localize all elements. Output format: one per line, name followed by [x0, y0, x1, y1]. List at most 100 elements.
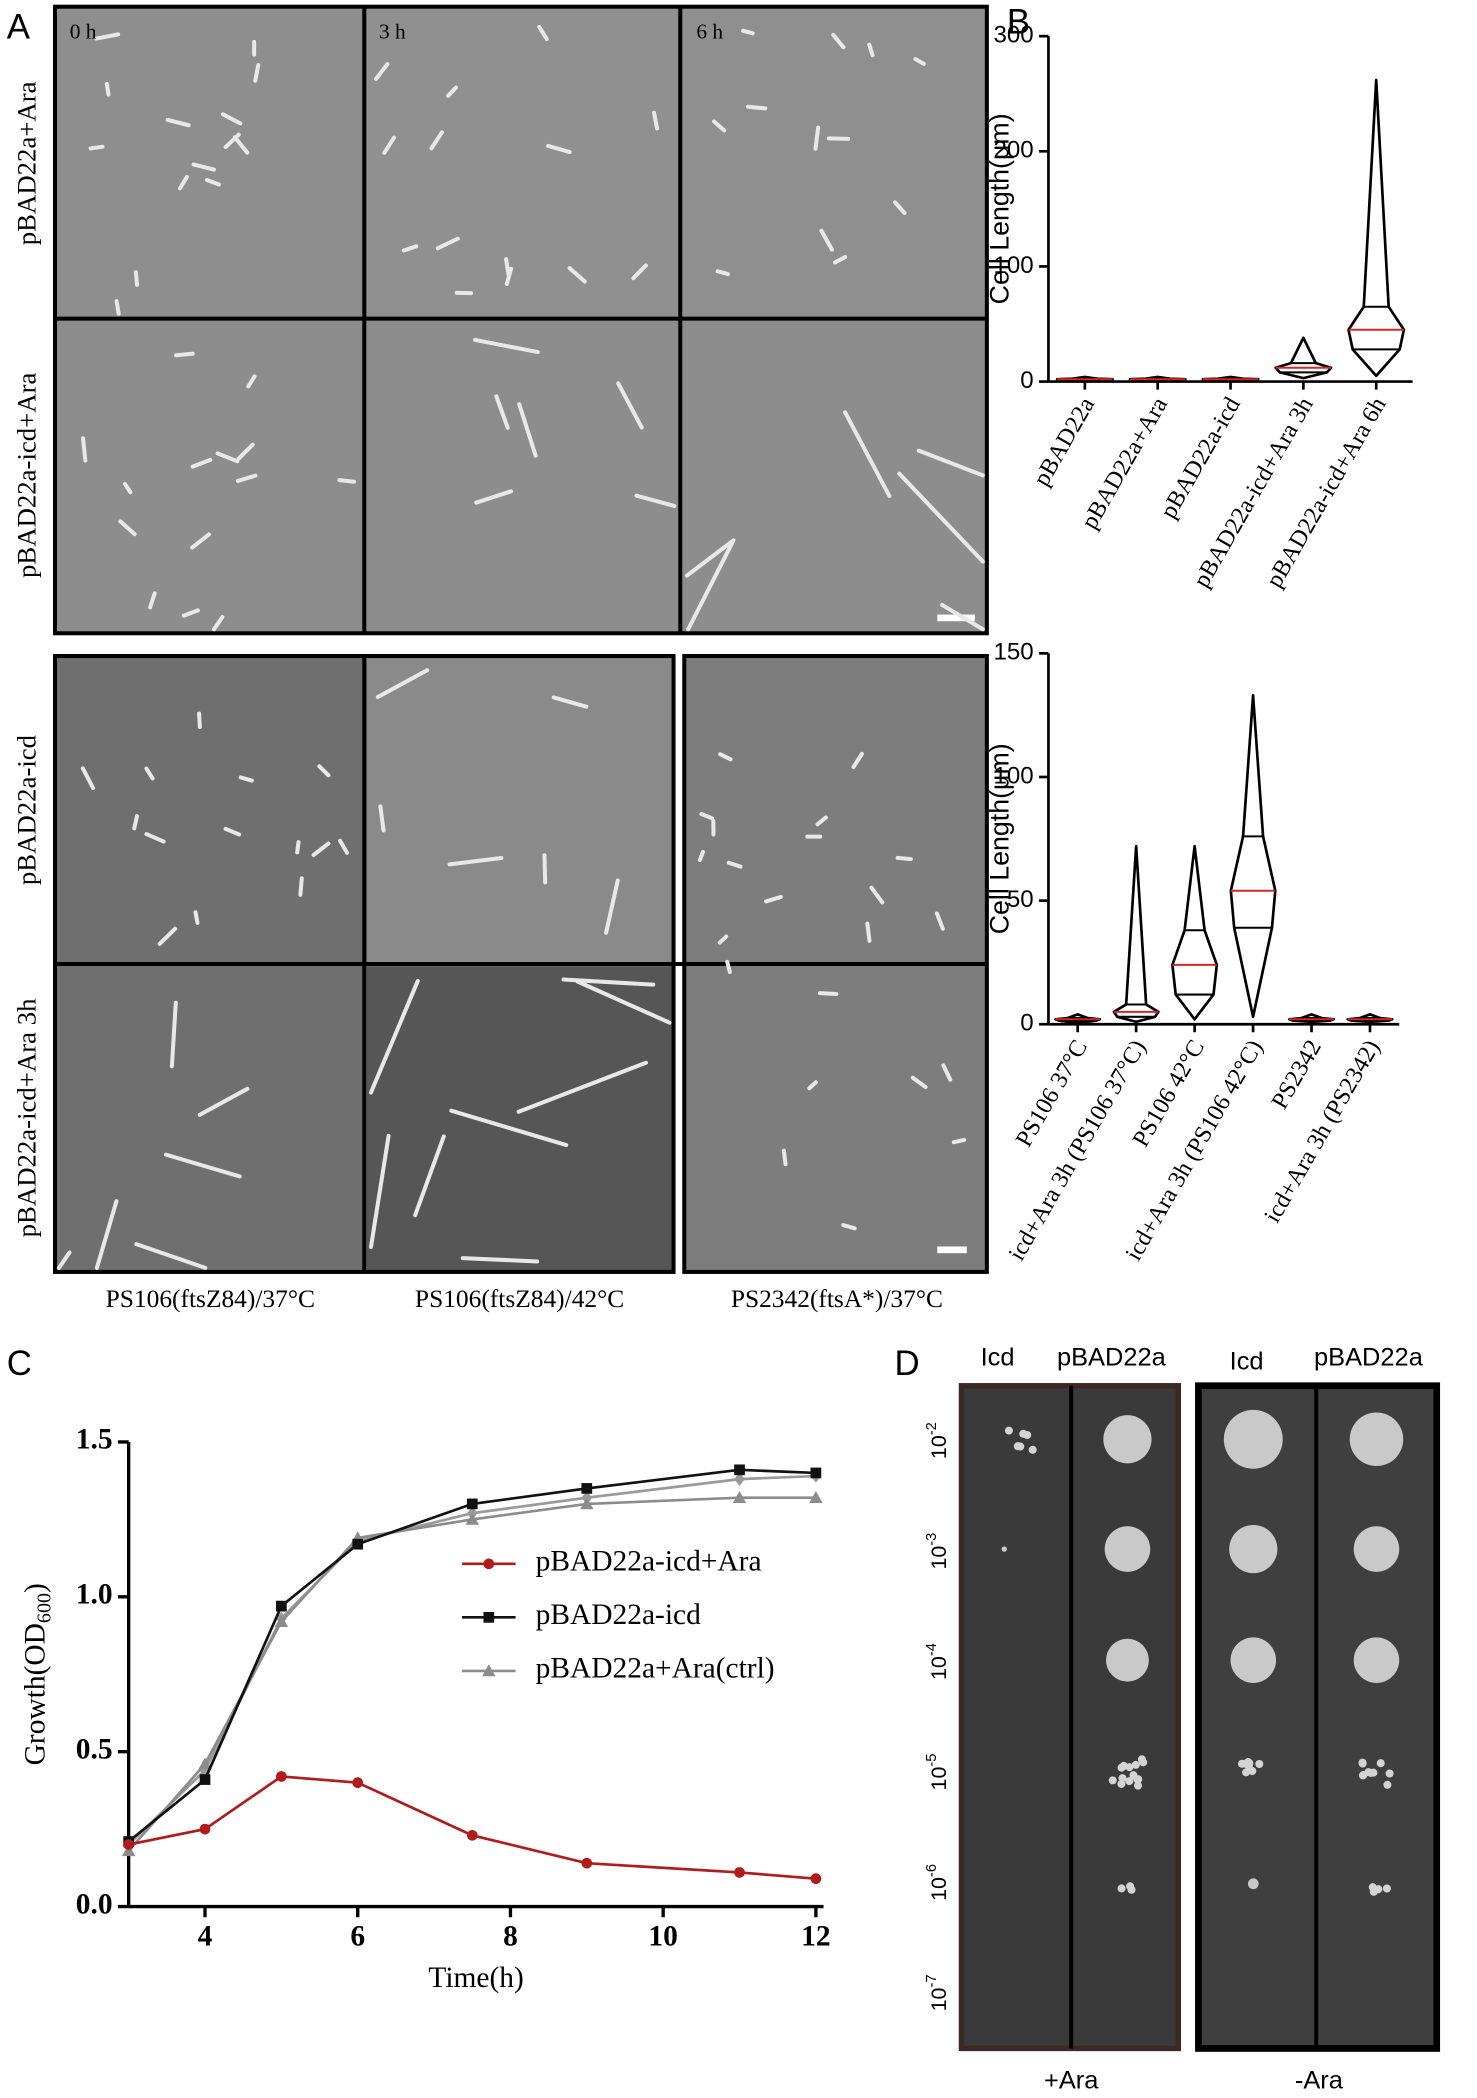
micrograph: [366, 6, 681, 319]
cell: [869, 885, 885, 905]
colony: [1230, 1637, 1277, 1683]
cell: [311, 841, 331, 858]
marker: [732, 1491, 747, 1504]
marker: [482, 1664, 496, 1677]
colony: [1125, 1763, 1134, 1772]
violin: [1229, 694, 1277, 1019]
cell: [190, 457, 213, 469]
cell: [725, 959, 732, 974]
cell: [446, 85, 459, 98]
dilution-exponent: -2: [924, 1422, 940, 1435]
colonies: [1001, 1409, 1404, 1896]
strain-label: PS106(ftsZ84)/37°C: [106, 1284, 315, 1313]
colony: [1118, 1774, 1127, 1783]
plate-label: -Ara: [1295, 2067, 1344, 2095]
cell: [238, 775, 254, 783]
dilution-base: 10: [927, 1767, 951, 1791]
cell: [449, 1108, 569, 1148]
cell: [684, 539, 734, 578]
legend-label: pBAD22a+Ara(ctrl): [536, 1653, 775, 1685]
cell: [718, 752, 733, 762]
cell: [934, 911, 945, 931]
cell: [435, 236, 460, 251]
cell: [295, 840, 301, 855]
cell: [144, 832, 166, 844]
marker: [483, 1611, 495, 1623]
panel-label: A: [7, 8, 31, 47]
cell: [913, 57, 926, 66]
cell: [253, 63, 261, 83]
colony: [1131, 1760, 1140, 1769]
cell: [174, 351, 195, 358]
y-axis-label: Cell Length(μm): [985, 113, 1015, 304]
colony: [1004, 1426, 1013, 1435]
colony: [1125, 1777, 1134, 1786]
micrograph: [682, 6, 987, 319]
legend-label: pBAD22a-icd: [536, 1599, 701, 1631]
cell: [715, 269, 730, 277]
dilution-base: 10: [927, 1987, 951, 2011]
cell: [232, 135, 250, 155]
cell: [575, 979, 672, 1025]
cell: [745, 104, 768, 111]
x-tick-label: PS2342: [1267, 1036, 1327, 1114]
cell: [122, 481, 133, 495]
cell: [895, 855, 913, 862]
marker: [581, 1483, 593, 1494]
y-label-subscript: 600: [33, 1593, 55, 1623]
cell: [94, 32, 121, 41]
cell: [833, 254, 848, 265]
dilution-label: 10-6: [924, 1864, 951, 1901]
cell: [375, 668, 430, 700]
cell: [368, 1133, 391, 1249]
cell: [378, 804, 386, 833]
marker: [199, 1774, 211, 1785]
series-line: [127, 1468, 816, 1843]
micrograph: [366, 966, 674, 1272]
cell: [764, 894, 783, 904]
y-tick-label: 1.5: [76, 1424, 113, 1456]
marker: [580, 1497, 594, 1510]
colony: [1229, 1524, 1278, 1574]
violin: [1274, 336, 1333, 380]
cell: [223, 826, 242, 837]
cell: [181, 608, 200, 618]
cell: [193, 910, 200, 925]
cell: [504, 266, 514, 286]
y-tick-label: 200: [994, 137, 1034, 164]
colony: [1023, 1431, 1032, 1440]
cell: [197, 1086, 250, 1117]
cell: [910, 1075, 928, 1090]
colony: [1385, 1769, 1394, 1778]
cell: [190, 532, 211, 550]
y-tick-label: 300: [994, 22, 1034, 49]
marker: [352, 1777, 364, 1789]
strain-label: PS106(ftsZ84)/42°C: [415, 1284, 624, 1313]
y-tick-label: 50: [1007, 886, 1034, 913]
y-tick-label: 100: [994, 252, 1034, 279]
colony: [1364, 1768, 1373, 1777]
cell: [941, 1063, 953, 1082]
strain-label: PS2342(ftsA*)/37°C: [731, 1284, 943, 1313]
cell: [826, 136, 851, 141]
cell: [317, 764, 331, 778]
cell: [717, 934, 729, 945]
marker: [734, 1472, 745, 1486]
cell: [133, 270, 139, 287]
marker: [198, 1757, 212, 1770]
cell: [631, 263, 648, 281]
cell: [57, 1250, 72, 1270]
cell: [220, 112, 243, 126]
row-label: pBAD22a-icd+Ara 3h: [12, 998, 42, 1237]
cell: [616, 381, 644, 430]
column-label: pBAD22a: [1314, 1344, 1424, 1372]
dilution-label: 10-3: [924, 1533, 951, 1570]
y-axis-label: Growth(OD600): [19, 1583, 55, 1765]
y-axis-label: Cell Length(μm): [985, 743, 1015, 934]
cell: [916, 448, 985, 478]
dilution-label: 10-2: [924, 1422, 951, 1459]
cell: [807, 1080, 818, 1091]
colony: [1129, 1771, 1138, 1780]
y-tick-label: 1.0: [76, 1579, 113, 1611]
